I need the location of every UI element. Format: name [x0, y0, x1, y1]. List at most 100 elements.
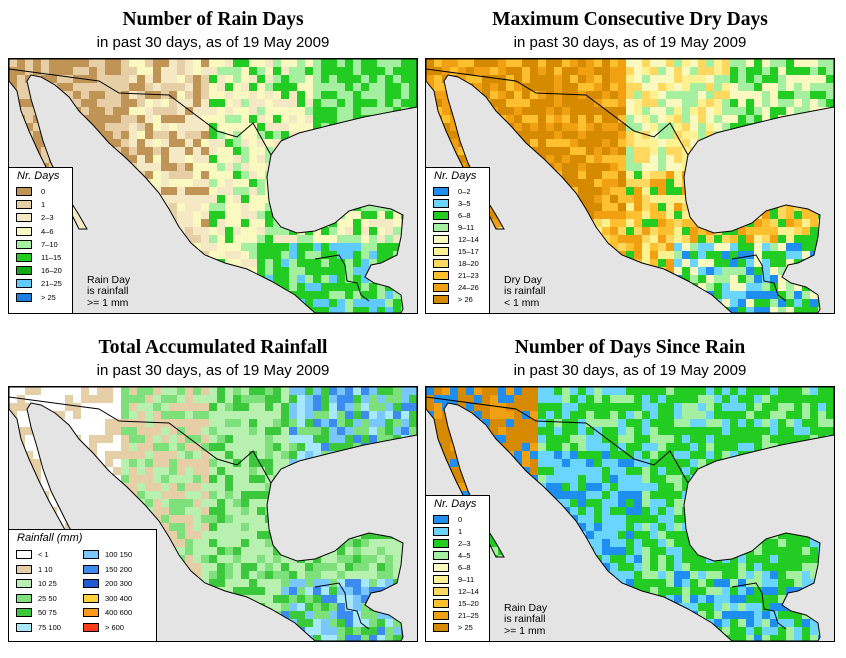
- legend-swatch: [433, 611, 449, 620]
- panel-title: Number of Rain Days: [122, 9, 304, 30]
- legend-swatch: [83, 564, 99, 574]
- legend-label: 9–11: [458, 223, 475, 232]
- legend-label: > 26: [458, 295, 473, 304]
- rain-day-note: Rain Day is rainfall >= 1 mm: [87, 273, 131, 310]
- legend-label: 16–20: [41, 266, 62, 276]
- note-line: Rain Day: [87, 273, 131, 286]
- note-line: >= 1 mm: [87, 296, 129, 309]
- note-line: >= 1 mm: [504, 624, 546, 637]
- legend-swatch: [16, 213, 32, 223]
- coastline: [426, 59, 834, 313]
- legend-label: < 1: [38, 550, 49, 559]
- legend-label: 21–25: [458, 611, 479, 620]
- legend-title: Nr. Days: [434, 498, 477, 510]
- legend-label: 24–26: [458, 283, 479, 292]
- panel-rain-days: Number of Rain Days in past 30 days, as …: [8, 0, 418, 322]
- legend-label: 11–15: [41, 253, 62, 262]
- legend-label: 1: [458, 527, 463, 536]
- note-line: Dry Day: [504, 273, 542, 286]
- legend-label: 6–8: [458, 211, 471, 220]
- coastline: [426, 387, 834, 641]
- legend-label: 300 400: [105, 593, 133, 603]
- country-border: [9, 68, 272, 156]
- legend-swatch: [433, 587, 449, 596]
- legend-swatch: [433, 259, 449, 268]
- coastline: [9, 59, 417, 313]
- legend-swatch: [83, 622, 99, 632]
- country-border: [314, 254, 370, 302]
- panel-title: Number of Days Since Rain: [514, 337, 746, 358]
- legend-swatch: [16, 239, 32, 249]
- legend-swatch: [433, 283, 449, 292]
- rain-day-note: Rain Day is rainfall >= 1 mm: [504, 601, 548, 638]
- note-line: Rain Day: [504, 601, 548, 614]
- legend-swatch: [16, 622, 32, 632]
- panel-title: Maximum Consecutive Dry Days: [492, 9, 768, 30]
- legend-swatch: [83, 579, 99, 588]
- legend-title: Rainfall (mm): [17, 532, 83, 544]
- legend-days-since: Nr. Days 0 1 2–3 4–5 6–8 9–11 12–14 15–20 21–25 >…: [426, 495, 490, 641]
- map-accum-rain: Rainfall (mm) < 1 1 10 10 25 25 50 50 75 75 1…: [8, 386, 418, 642]
- country-border: [9, 396, 272, 484]
- legend-swatch: [16, 564, 32, 574]
- legend-label: 21–25: [41, 279, 62, 289]
- legend-label: 200 300: [105, 579, 133, 588]
- legend-accum-rain: Rainfall (mm) < 1 1 10 10 25 25 50 50 75 75 1…: [9, 529, 157, 641]
- panel-title: Total Accumulated Rainfall: [98, 337, 328, 358]
- legend-label: 400 600: [105, 608, 133, 617]
- legend-label: 12–14: [458, 235, 479, 244]
- legend-label: 4–6: [41, 226, 54, 236]
- legend-swatch: [16, 226, 32, 236]
- legend-swatch: [16, 292, 32, 302]
- country-border: [731, 582, 787, 630]
- legend-swatch: [433, 211, 449, 220]
- dry-day-note: Dry Day is rainfall < 1 mm: [504, 273, 546, 310]
- legend-title: Nr. Days: [17, 170, 60, 182]
- legend-swatch: [433, 295, 449, 304]
- legend-swatch: [433, 539, 449, 548]
- legend-swatch: [16, 608, 32, 617]
- legend-swatch: [16, 253, 32, 262]
- legend-rain-days: Nr. Days 0 1 2–3 4–6 7–10 11–15 16–20 21–25 > 25: [9, 167, 73, 313]
- legend-label: > 25: [41, 292, 56, 302]
- legend-label: 15–17: [458, 247, 479, 256]
- country-border: [426, 396, 689, 484]
- country-border: [314, 582, 370, 630]
- legend-swatch: [83, 550, 99, 559]
- legend-label: 18–20: [458, 259, 479, 268]
- legend-label: 7–10: [41, 239, 58, 249]
- panel-subtitle: in past 30 days, as of 19 May 2009: [96, 34, 330, 51]
- note-line: is rainfall: [504, 285, 546, 297]
- legend-label: 2–3: [41, 213, 54, 223]
- legend-swatch: [433, 623, 449, 632]
- panel-dry-days: Maximum Consecutive Dry Days in past 30 …: [425, 0, 835, 322]
- legend-swatch: [16, 550, 32, 559]
- legend-swatch: [433, 515, 449, 524]
- legend-label: 10 25: [38, 579, 57, 588]
- panel-subtitle: in past 30 days, as of 19 May 2009: [513, 362, 747, 379]
- map-rain-days: Nr. Days 0 1 2–3 4–6 7–10 11–15 16–20 21–25 > 25…: [8, 58, 418, 314]
- country-border: [731, 254, 787, 302]
- legend-label: 6–8: [458, 563, 471, 572]
- legend-swatch: [16, 279, 32, 289]
- legend-dry-days: Nr. Days 0–2 3–5 6–8 9–11 12–14 15–17 18–20 21–…: [426, 167, 490, 313]
- legend-swatch: [433, 199, 449, 208]
- panel-subtitle: in past 30 days, as of 19 May 2009: [96, 362, 330, 379]
- legend-label: 100 150: [105, 550, 133, 559]
- note-line: is rainfall: [87, 285, 129, 297]
- panel-days-since: Number of Days Since Rain in past 30 day…: [425, 328, 835, 650]
- legend-label: 2–3: [458, 539, 471, 548]
- legend-label: 9–11: [458, 575, 475, 584]
- panel-accum-rain: Total Accumulated Rainfall in past 30 da…: [8, 328, 418, 650]
- legend-label: 1 10: [38, 564, 53, 574]
- legend-swatch: [433, 247, 449, 256]
- legend-swatch: [16, 579, 32, 588]
- legend-label: 3–5: [458, 199, 471, 208]
- legend-swatch: [433, 599, 449, 608]
- legend-swatch: [433, 187, 449, 196]
- note-line: is rainfall: [504, 613, 546, 625]
- legend-label: 21–23: [458, 271, 479, 280]
- legend-label: 15–20: [458, 599, 479, 608]
- legend-label: 25 50: [38, 593, 57, 603]
- legend-swatch: [16, 266, 32, 276]
